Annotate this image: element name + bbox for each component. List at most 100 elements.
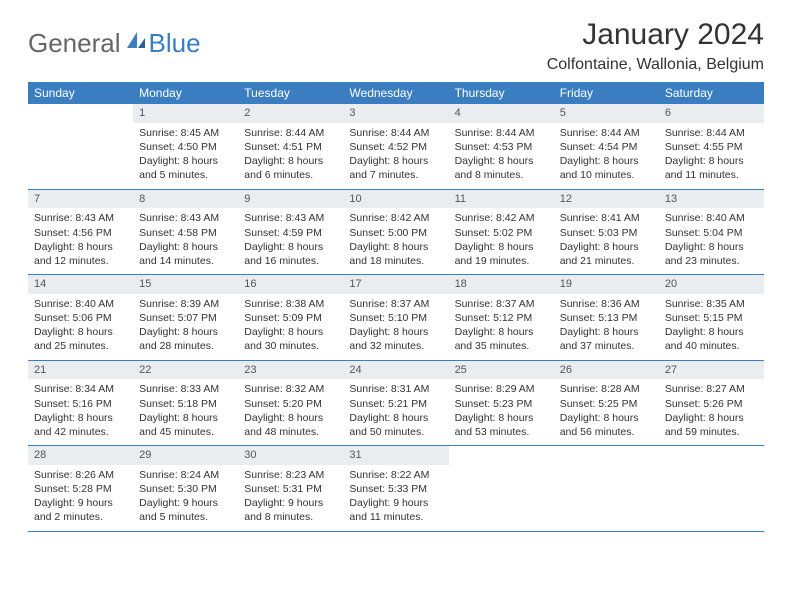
daylight-line: Daylight: 9 hours and 2 minutes. xyxy=(34,496,127,524)
sunrise-line: Sunrise: 8:26 AM xyxy=(34,468,127,482)
day-number: 15 xyxy=(133,275,238,294)
day-content: Sunrise: 8:29 AMSunset: 5:23 PMDaylight:… xyxy=(449,379,554,445)
sunset-line: Sunset: 5:30 PM xyxy=(139,482,232,496)
weekday-header: Monday xyxy=(133,82,238,104)
calendar-cell xyxy=(449,446,554,532)
sunrise-line: Sunrise: 8:41 AM xyxy=(560,211,653,225)
calendar-cell: 15Sunrise: 8:39 AMSunset: 5:07 PMDayligh… xyxy=(133,275,238,361)
calendar-cell: 30Sunrise: 8:23 AMSunset: 5:31 PMDayligh… xyxy=(238,446,343,532)
calendar-cell: 29Sunrise: 8:24 AMSunset: 5:30 PMDayligh… xyxy=(133,446,238,532)
sunrise-line: Sunrise: 8:45 AM xyxy=(139,126,232,140)
calendar-cell: 16Sunrise: 8:38 AMSunset: 5:09 PMDayligh… xyxy=(238,275,343,361)
sunset-line: Sunset: 5:12 PM xyxy=(455,311,548,325)
sunrise-line: Sunrise: 8:44 AM xyxy=(244,126,337,140)
day-number: 19 xyxy=(554,275,659,294)
daylight-line: Daylight: 8 hours and 40 minutes. xyxy=(665,325,758,353)
daylight-line: Daylight: 8 hours and 37 minutes. xyxy=(560,325,653,353)
calendar-row: 1Sunrise: 8:45 AMSunset: 4:50 PMDaylight… xyxy=(28,104,764,189)
sunrise-line: Sunrise: 8:43 AM xyxy=(139,211,232,225)
logo-text-general: General xyxy=(28,28,121,59)
day-content: Sunrise: 8:36 AMSunset: 5:13 PMDaylight:… xyxy=(554,294,659,360)
calendar-cell: 11Sunrise: 8:42 AMSunset: 5:02 PMDayligh… xyxy=(449,189,554,275)
day-content: Sunrise: 8:45 AMSunset: 4:50 PMDaylight:… xyxy=(133,123,238,189)
daylight-line: Daylight: 8 hours and 8 minutes. xyxy=(455,154,548,182)
sunrise-line: Sunrise: 8:40 AM xyxy=(665,211,758,225)
sunset-line: Sunset: 5:33 PM xyxy=(349,482,442,496)
daylight-line: Daylight: 8 hours and 53 minutes. xyxy=(455,411,548,439)
day-content: Sunrise: 8:27 AMSunset: 5:26 PMDaylight:… xyxy=(659,379,764,445)
sunset-line: Sunset: 5:04 PM xyxy=(665,226,758,240)
day-number: 14 xyxy=(28,275,133,294)
calendar-body: 1Sunrise: 8:45 AMSunset: 4:50 PMDaylight… xyxy=(28,104,764,531)
daylight-line: Daylight: 8 hours and 11 minutes. xyxy=(665,154,758,182)
calendar-cell: 23Sunrise: 8:32 AMSunset: 5:20 PMDayligh… xyxy=(238,360,343,446)
sunrise-line: Sunrise: 8:44 AM xyxy=(665,126,758,140)
daylight-line: Daylight: 8 hours and 7 minutes. xyxy=(349,154,442,182)
sunrise-line: Sunrise: 8:38 AM xyxy=(244,297,337,311)
calendar-cell: 28 Sunrise: 8:26 AMSunset: 5:28 PMDayligh… xyxy=(28,446,133,532)
calendar-cell xyxy=(28,104,133,189)
day-number: 9 xyxy=(238,190,343,209)
day-content: Sunrise: 8:42 AMSunset: 5:02 PMDaylight:… xyxy=(449,208,554,274)
calendar-table: SundayMondayTuesdayWednesdayThursdayFrid… xyxy=(28,82,764,532)
calendar-row: 28 Sunrise: 8:26 AMSunset: 5:28 PMDayligh… xyxy=(28,446,764,532)
sunset-line: Sunset: 5:10 PM xyxy=(349,311,442,325)
calendar-cell: 26Sunrise: 8:28 AMSunset: 5:25 PMDayligh… xyxy=(554,360,659,446)
weekday-header: Tuesday xyxy=(238,82,343,104)
day-number: 7 xyxy=(28,190,133,209)
sunset-line: Sunset: 5:26 PM xyxy=(665,397,758,411)
day-number: 8 xyxy=(133,190,238,209)
calendar-cell: 24Sunrise: 8:31 AMSunset: 5:21 PMDayligh… xyxy=(343,360,448,446)
day-number: 24 xyxy=(343,361,448,380)
daylight-line: Daylight: 8 hours and 56 minutes. xyxy=(560,411,653,439)
day-number: 11 xyxy=(449,190,554,209)
calendar-cell: 17Sunrise: 8:37 AMSunset: 5:10 PMDayligh… xyxy=(343,275,448,361)
sunset-line: Sunset: 5:09 PM xyxy=(244,311,337,325)
calendar-header-row: SundayMondayTuesdayWednesdayThursdayFrid… xyxy=(28,82,764,104)
calendar-cell: 21Sunrise: 8:34 AMSunset: 5:16 PMDayligh… xyxy=(28,360,133,446)
calendar-cell: 8Sunrise: 8:43 AMSunset: 4:58 PMDaylight… xyxy=(133,189,238,275)
sunset-line: Sunset: 5:06 PM xyxy=(34,311,127,325)
sunset-line: Sunset: 4:53 PM xyxy=(455,140,548,154)
logo-sail-icon xyxy=(125,30,147,57)
month-title: January 2024 xyxy=(547,18,764,52)
sunset-line: Sunset: 4:58 PM xyxy=(139,226,232,240)
day-number: 28 xyxy=(28,446,133,465)
sunrise-line: Sunrise: 8:44 AM xyxy=(349,126,442,140)
sunrise-line: Sunrise: 8:43 AM xyxy=(34,211,127,225)
calendar-cell: 3Sunrise: 8:44 AMSunset: 4:52 PMDaylight… xyxy=(343,104,448,189)
day-content: Sunrise: 8:41 AMSunset: 5:03 PMDaylight:… xyxy=(554,208,659,274)
calendar-cell: 13Sunrise: 8:40 AMSunset: 5:04 PMDayligh… xyxy=(659,189,764,275)
calendar-cell xyxy=(554,446,659,532)
calendar-cell: 10Sunrise: 8:42 AMSunset: 5:00 PMDayligh… xyxy=(343,189,448,275)
sunrise-line: Sunrise: 8:37 AM xyxy=(455,297,548,311)
day-content: Sunrise: 8:23 AMSunset: 5:31 PMDaylight:… xyxy=(238,465,343,531)
sunrise-line: Sunrise: 8:28 AM xyxy=(560,382,653,396)
calendar-cell: 19Sunrise: 8:36 AMSunset: 5:13 PMDayligh… xyxy=(554,275,659,361)
day-content: Sunrise: 8:44 AMSunset: 4:54 PMDaylight:… xyxy=(554,123,659,189)
sunset-line: Sunset: 4:59 PM xyxy=(244,226,337,240)
day-content: Sunrise: 8:42 AMSunset: 5:00 PMDaylight:… xyxy=(343,208,448,274)
daylight-line: Daylight: 8 hours and 30 minutes. xyxy=(244,325,337,353)
sunset-line: Sunset: 4:54 PM xyxy=(560,140,653,154)
calendar-cell: 14Sunrise: 8:40 AMSunset: 5:06 PMDayligh… xyxy=(28,275,133,361)
calendar-cell: 6Sunrise: 8:44 AMSunset: 4:55 PMDaylight… xyxy=(659,104,764,189)
day-number: 21 xyxy=(28,361,133,380)
calendar-cell: 31Sunrise: 8:22 AMSunset: 5:33 PMDayligh… xyxy=(343,446,448,532)
day-number: 4 xyxy=(449,104,554,123)
sunset-line: Sunset: 5:07 PM xyxy=(139,311,232,325)
weekday-header: Wednesday xyxy=(343,82,448,104)
daylight-line: Daylight: 8 hours and 6 minutes. xyxy=(244,154,337,182)
sunset-line: Sunset: 5:28 PM xyxy=(34,482,127,496)
calendar-cell: 7Sunrise: 8:43 AMSunset: 4:56 PMDaylight… xyxy=(28,189,133,275)
day-number: 6 xyxy=(659,104,764,123)
sunset-line: Sunset: 5:31 PM xyxy=(244,482,337,496)
calendar-row: 7Sunrise: 8:43 AMSunset: 4:56 PMDaylight… xyxy=(28,189,764,275)
calendar-row: 14Sunrise: 8:40 AMSunset: 5:06 PMDayligh… xyxy=(28,275,764,361)
daylight-line: Daylight: 8 hours and 21 minutes. xyxy=(560,240,653,268)
sunrise-line: Sunrise: 8:22 AM xyxy=(349,468,442,482)
day-content: Sunrise: 8:38 AMSunset: 5:09 PMDaylight:… xyxy=(238,294,343,360)
calendar-cell xyxy=(659,446,764,532)
calendar-cell: 20Sunrise: 8:35 AMSunset: 5:15 PMDayligh… xyxy=(659,275,764,361)
day-content: Sunrise: 8:43 AMSunset: 4:58 PMDaylight:… xyxy=(133,208,238,274)
